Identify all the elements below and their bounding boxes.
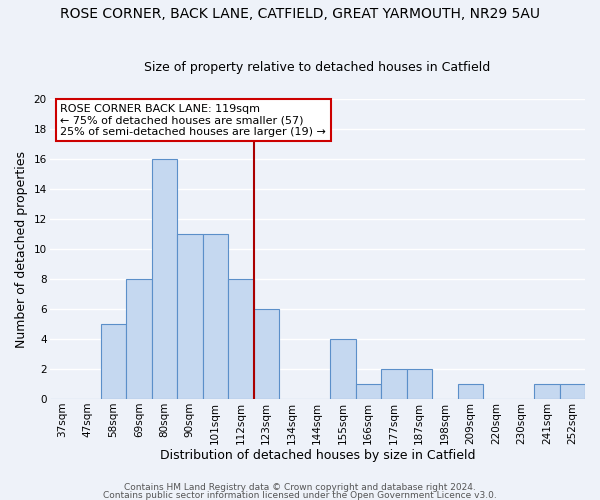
Bar: [458, 384, 483, 399]
Bar: [228, 279, 254, 399]
Text: Contains public sector information licensed under the Open Government Licence v3: Contains public sector information licen…: [103, 490, 497, 500]
Text: ROSE CORNER, BACK LANE, CATFIELD, GREAT YARMOUTH, NR29 5AU: ROSE CORNER, BACK LANE, CATFIELD, GREAT …: [60, 8, 540, 22]
Bar: [254, 309, 279, 399]
Bar: [534, 384, 560, 399]
Bar: [101, 324, 126, 399]
Bar: [356, 384, 381, 399]
Text: ROSE CORNER BACK LANE: 119sqm
← 75% of detached houses are smaller (57)
25% of s: ROSE CORNER BACK LANE: 119sqm ← 75% of d…: [60, 104, 326, 137]
Bar: [381, 369, 407, 399]
Bar: [126, 279, 152, 399]
Bar: [177, 234, 203, 399]
Bar: [330, 339, 356, 399]
Bar: [152, 159, 177, 399]
Bar: [203, 234, 228, 399]
Text: Contains HM Land Registry data © Crown copyright and database right 2024.: Contains HM Land Registry data © Crown c…: [124, 484, 476, 492]
Y-axis label: Number of detached properties: Number of detached properties: [15, 150, 28, 348]
Bar: [407, 369, 432, 399]
Title: Size of property relative to detached houses in Catfield: Size of property relative to detached ho…: [144, 62, 490, 74]
Bar: [560, 384, 585, 399]
X-axis label: Distribution of detached houses by size in Catfield: Distribution of detached houses by size …: [160, 450, 475, 462]
